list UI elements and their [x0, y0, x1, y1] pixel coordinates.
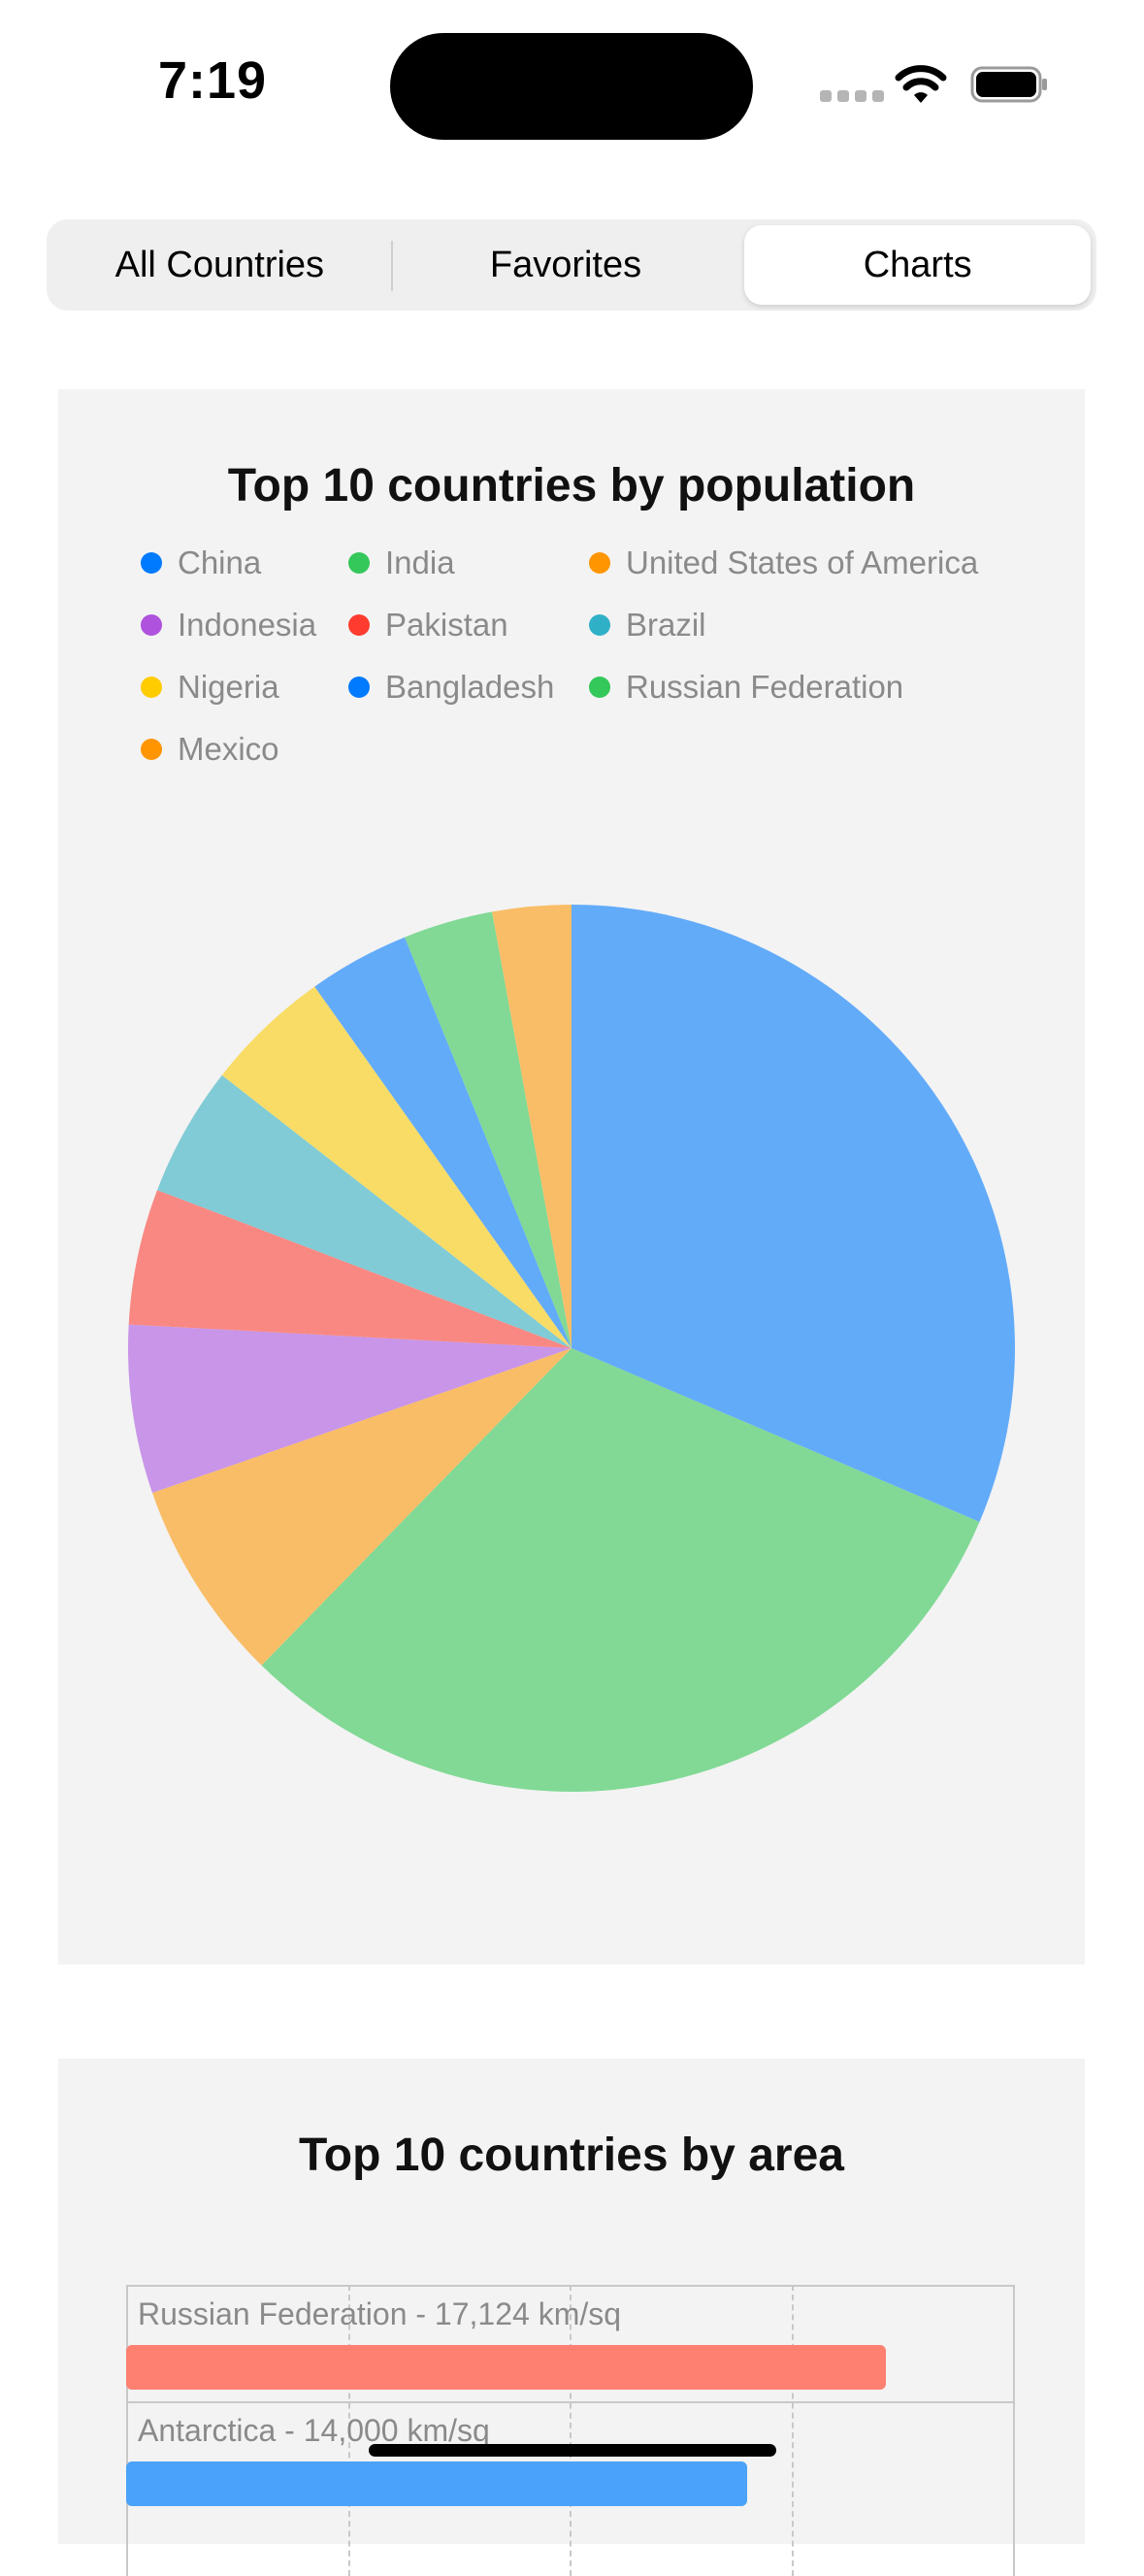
population-chart-card: Top 10 countries by population China Indi… [58, 389, 1085, 1965]
row-separator [126, 2285, 1013, 2287]
legend-label: Brazil [626, 607, 706, 643]
wifi-icon [895, 65, 947, 103]
legend-item: China [141, 545, 261, 581]
legend-dot-icon [348, 677, 370, 698]
legend-label: Nigeria [178, 669, 279, 705]
segmented-control: All Countries Favorites Charts [47, 219, 1096, 311]
legend-label: Bangladesh [385, 669, 555, 705]
pie-slice [128, 1324, 572, 1494]
legend-dot-icon [348, 614, 370, 636]
legend-dot-icon [589, 552, 610, 574]
row-separator [126, 2401, 1013, 2403]
legend-dot-icon [141, 739, 162, 760]
legend-item: Nigeria [141, 669, 279, 706]
legend-item: Brazil [589, 607, 706, 644]
grid-line [348, 2285, 350, 2576]
pie-slice [314, 937, 572, 1348]
legend-label: Mexico [178, 731, 279, 767]
area-chart-card: Top 10 countries by area Russian Federat… [58, 2059, 1085, 2576]
legend-item: United States of America [589, 545, 978, 581]
dynamic-island [390, 33, 753, 140]
tab-charts[interactable]: Charts [744, 225, 1092, 305]
cellular-signal-icon [820, 90, 884, 102]
legend-item: Mexico [141, 731, 279, 768]
legend-label: Pakistan [385, 607, 508, 643]
legend-dot-icon [348, 552, 370, 574]
legend-dot-icon [589, 614, 610, 636]
legend-label: India [385, 545, 455, 580]
legend-label: China [178, 545, 262, 580]
legend-label: Indonesia [178, 607, 317, 643]
area-chart-title: Top 10 countries by area [299, 2130, 844, 2181]
pie-slice [261, 1348, 980, 1793]
tab-all-countries[interactable]: All Countries [47, 219, 393, 311]
legend-item: Russian Federation [589, 669, 903, 706]
pie-slice [572, 905, 1015, 1523]
bar [126, 2345, 886, 2390]
pie-slice [151, 1348, 572, 1666]
grid-line [1013, 2285, 1015, 2576]
battery-icon [970, 66, 1047, 103]
legend-dot-icon [141, 552, 162, 574]
legend-label: Russian Federation [626, 669, 904, 705]
pie-slice [157, 1074, 572, 1348]
tab-favorites[interactable]: Favorites [393, 219, 739, 311]
population-pie-chart [128, 905, 1015, 1793]
bar-label: Russian Federation - 17,124 km/sq [138, 2296, 622, 2331]
population-chart-title: Top 10 countries by population [227, 460, 916, 512]
legend-item: India [348, 545, 455, 581]
grid-line [792, 2285, 794, 2576]
legend-item: Pakistan [348, 607, 508, 644]
tab-label: Favorites [489, 244, 642, 285]
legend-item: Indonesia [141, 607, 316, 644]
pie-slice [405, 911, 572, 1348]
pie-slice [221, 986, 572, 1348]
legend-dot-icon [141, 677, 162, 698]
bar-label: Antarctica - 14,000 km/sq [138, 2413, 490, 2448]
grid-line [570, 2285, 572, 2576]
tab-label: Charts [863, 244, 972, 285]
legend-item: Bangladesh [348, 669, 554, 706]
pie-slice [492, 905, 572, 1348]
status-time: 7:19 [158, 51, 268, 110]
legend-dot-icon [589, 677, 610, 698]
home-indicator [369, 2444, 776, 2457]
pie-slice [128, 1190, 572, 1348]
bar [126, 2461, 747, 2506]
grid-line [126, 2285, 128, 2576]
legend-dot-icon [141, 614, 162, 636]
area-bar-chart: Russian Federation - 17,124 km/sq Antarct… [126, 2285, 1015, 2576]
legend-label: United States of America [626, 545, 979, 580]
tab-label: All Countries [114, 244, 325, 285]
